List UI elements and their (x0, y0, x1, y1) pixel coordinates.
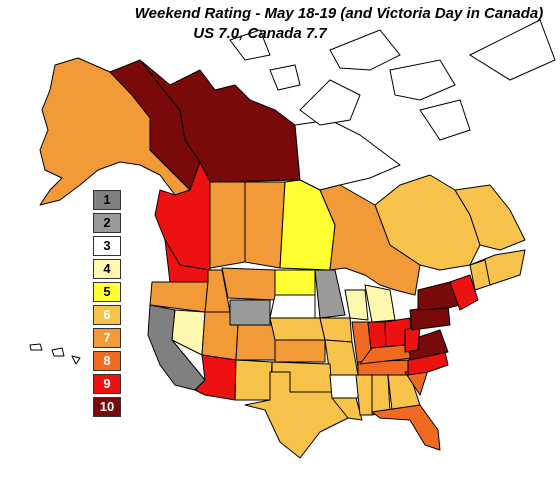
region-newengland (449, 274, 479, 311)
region-michigan (364, 284, 396, 323)
region-louisiana (331, 397, 363, 421)
region-southdakota (269, 294, 316, 319)
map-subtitle: US 7.0, Canada 7.7 (193, 25, 327, 42)
region-newmexico (234, 359, 273, 401)
region-newyork (417, 281, 461, 311)
region-arkansas (329, 374, 359, 399)
arctic-islands (229, 19, 556, 141)
legend-item-8: 8 (93, 351, 121, 371)
region-minnesota (314, 269, 346, 319)
region-nunavut (294, 119, 401, 191)
rating-legend: 1 2 3 4 5 6 7 8 9 10 (93, 190, 123, 420)
region-florida (371, 404, 441, 451)
legend-item-5: 5 (93, 282, 121, 302)
region-iowa (319, 317, 353, 343)
region-montana (221, 267, 276, 301)
legend-item-9: 9 (93, 374, 121, 394)
region-colorado (235, 324, 276, 361)
region-labrador (454, 184, 526, 251)
region-nebraska (269, 317, 326, 341)
legend-item-6: 6 (93, 305, 121, 325)
legend-item-3: 3 (93, 236, 121, 256)
region-kansas (274, 339, 326, 363)
legend-item-2: 2 (93, 213, 121, 233)
region-alberta (209, 181, 246, 269)
region-saskatchewan (244, 181, 286, 269)
legend-item-7: 7 (93, 328, 121, 348)
legend-item-10: 10 (93, 397, 121, 417)
legend-item-4: 4 (93, 259, 121, 279)
region-wyoming (229, 299, 271, 326)
region-wisconsin (344, 289, 369, 321)
map-title: Weekend Rating - May 18-19 (and Victoria… (134, 5, 544, 22)
region-texas (244, 371, 349, 459)
region-hawaii (29, 343, 81, 365)
region-northdakota (274, 269, 316, 296)
legend-item-1: 1 (93, 190, 121, 210)
region-maine (469, 259, 491, 291)
region-alabama (371, 374, 391, 416)
